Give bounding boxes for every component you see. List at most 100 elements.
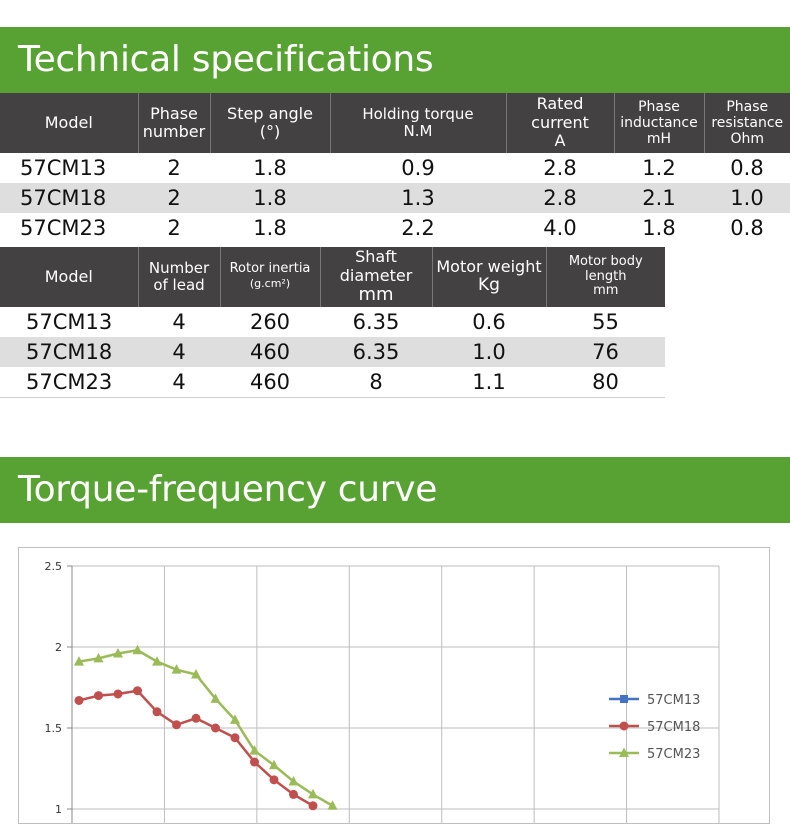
column-header-line: Motor body — [568, 253, 643, 269]
data-point — [288, 775, 299, 786]
value-cell: 1.8 — [253, 156, 287, 180]
column-header-line: Shaft diameter — [339, 247, 413, 285]
column-header: Shaft diameter mm — [320, 247, 433, 307]
data-point — [210, 693, 221, 703]
data-point — [230, 714, 240, 724]
legend-label: 57CM18 — [647, 720, 700, 735]
value-cell: 4.0 — [543, 216, 577, 240]
column-header-line: (g.cm²) — [249, 277, 291, 290]
model-cell: 57CM18 — [0, 337, 138, 367]
column-header-line: mm — [358, 284, 394, 306]
column-header-line: mH — [646, 131, 672, 148]
spec-table-electrical: Model Phase number Step angle (°) Holding tor… — [0, 93, 790, 243]
value-cell: 80 — [546, 367, 665, 398]
column-header-line: number — [142, 122, 206, 141]
data-point — [74, 695, 84, 705]
table-row: 57CM18 4 460 6.35 1.0 76 — [0, 337, 665, 367]
value-cell: 1.1 — [432, 367, 546, 398]
column-header: Phase resistance Ohm — [704, 93, 790, 153]
column-header-line: A — [554, 131, 566, 151]
legend-marker — [619, 747, 629, 757]
column-header-line: Ohm — [730, 131, 765, 148]
column-header-line: Rotor inertia — [229, 261, 311, 277]
value-cell: 2.2 — [401, 216, 435, 240]
legend-marker — [619, 721, 629, 731]
data-point — [133, 686, 142, 696]
data-point — [269, 775, 279, 785]
table-row: 57CM13 2 1.8 0.9 2.8 1.2 0.8 — [0, 153, 790, 183]
column-header-line: Rated current — [531, 94, 589, 132]
torque-frequency-chart: 1 1.5 2 2.5 57CM13 57CM18 57CM23 — [18, 547, 770, 828]
column-header-line: Phase — [638, 98, 680, 115]
value-cell: 2 — [138, 183, 210, 213]
data-point — [249, 745, 260, 755]
column-header-line: Phase — [150, 103, 198, 123]
data-point — [191, 713, 201, 723]
value-cell: 1.8 — [253, 216, 287, 240]
y-tick-label: 2.5 — [45, 560, 63, 573]
data-point — [113, 647, 123, 658]
value-cell: 0.9 — [401, 156, 435, 180]
value-cell: 55 — [592, 310, 619, 334]
specs-banner: Technical specifications — [0, 27, 790, 93]
column-header: Model — [0, 93, 139, 153]
value-cell: 4 — [138, 367, 220, 398]
column-header-line: resistance — [711, 114, 784, 131]
table-row: 57CM18 2 1.8 1.3 2.8 2.1 1.0 — [0, 183, 790, 213]
column-header-line: inductance — [620, 114, 698, 131]
table-row: 57CM23 2 1.8 2.2 4.0 1.8 0.8 — [0, 213, 790, 243]
value-cell: 6.35 — [352, 310, 400, 334]
column-header-line: Model — [44, 112, 93, 132]
spec-table-mechanical: Model Number of lead Rotor inertia (g.cm²) Sh… — [0, 247, 665, 398]
specs-title: Technical specifications — [18, 39, 434, 80]
value-cell: 1.3 — [330, 183, 506, 213]
value-cell: 2.8 — [543, 156, 577, 180]
value-cell: 2 — [167, 216, 181, 240]
table-row: 57CM13 4 260 6.35 0.6 55 — [0, 307, 665, 337]
model-cell: 57CM13 — [20, 156, 107, 180]
column-header: Rated current A — [506, 93, 615, 153]
curve-banner: Torque-frequency curve — [0, 457, 790, 523]
data-point — [172, 720, 181, 730]
value-cell: 460 — [220, 367, 320, 398]
value-cell: 6.35 — [320, 337, 432, 367]
value-cell: 1.0 — [704, 183, 790, 213]
data-point — [94, 691, 103, 701]
data-point — [230, 733, 240, 743]
column-header-line: mm — [593, 283, 619, 299]
data-point — [152, 707, 162, 717]
value-cell: 0.8 — [730, 156, 764, 180]
value-cell: 4 — [172, 310, 186, 334]
legend-marker — [620, 695, 628, 703]
value-cell: 1.8 — [210, 183, 330, 213]
column-header-line: Phase — [726, 98, 769, 115]
column-header-line: Number — [148, 258, 210, 277]
table-row: 57CM23 4 460 8 1.1 80 — [0, 367, 665, 398]
series-line-57cm18 — [78, 689, 314, 807]
value-cell: 0.6 — [472, 310, 506, 334]
data-point — [191, 669, 201, 679]
value-cell: 76 — [546, 337, 665, 367]
data-point — [308, 788, 318, 799]
spec-table-header: Model Phase number Step angle (°) Holding tor… — [0, 93, 790, 153]
legend-label: 57CM13 — [647, 693, 700, 708]
value-cell: 4 — [138, 337, 220, 367]
column-header-line: length — [585, 268, 627, 284]
spec-table-header: Model Number of lead Rotor inertia (g.cm²) Sh… — [0, 247, 665, 307]
model-cell: 57CM13 — [26, 310, 113, 334]
value-cell: 2.8 — [506, 183, 614, 213]
column-header-line: Step angle — [227, 103, 313, 123]
column-header: Step angle (°) — [210, 93, 331, 153]
column-header-line: Model — [44, 266, 93, 286]
data-point — [250, 757, 259, 767]
data-point — [327, 800, 338, 810]
value-cell: 0.8 — [730, 216, 764, 240]
column-header: Number of lead — [138, 247, 221, 307]
value-cell: 260 — [249, 310, 291, 334]
column-header: Motor body length mm — [546, 247, 665, 307]
column-header-line: N.M — [403, 122, 433, 140]
value-cell: 2 — [167, 156, 181, 180]
data-point — [211, 723, 220, 733]
legend-label: 57CM23 — [647, 747, 700, 762]
